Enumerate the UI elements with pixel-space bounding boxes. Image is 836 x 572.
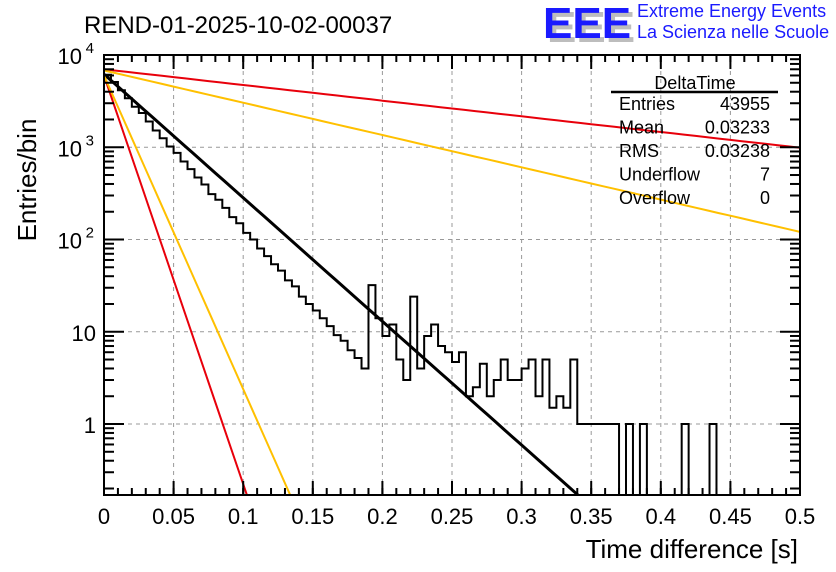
- y-axis-title: Entries/bin: [12, 119, 42, 242]
- fit-line-upper-slow: [104, 68, 800, 149]
- y-tick-label: 10: [58, 44, 82, 69]
- grid: [104, 55, 800, 495]
- y-tick-label: 10: [58, 229, 82, 254]
- logo-mark-shadow: EEE: [547, 3, 635, 52]
- stats-value: 0: [760, 188, 770, 208]
- stats-label: RMS: [619, 141, 659, 161]
- x-tick-label: 0.5: [785, 504, 816, 529]
- stats-value: 43955: [720, 94, 770, 114]
- stats-label: Entries: [619, 94, 675, 114]
- stats-value: 0.03238: [705, 141, 770, 161]
- stats-value: 7: [760, 165, 770, 185]
- logo-line1: Extreme Energy Events: [637, 1, 826, 21]
- y-tick-label: 10: [72, 321, 96, 346]
- x-tick-label: 0.15: [291, 504, 334, 529]
- y-tick-label: 1: [84, 413, 96, 438]
- x-tick-label: 0.05: [152, 504, 195, 529]
- fit-line-lower-fast: [104, 75, 292, 495]
- axis-ticks: [103, 54, 801, 495]
- stats-box: DeltaTime Entries 43955 Mean 0.03233 RMS 0.03…: [611, 73, 778, 208]
- eee-logo: EEE EEE Extreme Energy Events La Scienza…: [543, 0, 829, 52]
- x-tick-label: 0.1: [228, 504, 259, 529]
- histogram-outline: [104, 73, 718, 495]
- x-tick-label: 0.4: [646, 504, 677, 529]
- fit-lines: [104, 68, 800, 495]
- y-tick-exponent: 2: [86, 225, 94, 242]
- x-tick-label: 0.2: [367, 504, 398, 529]
- x-tick-label: 0.3: [506, 504, 537, 529]
- x-tick-label: 0.45: [709, 504, 752, 529]
- stats-label: Underflow: [619, 165, 701, 185]
- stats-value: 0.03233: [705, 118, 770, 138]
- chart-title: REND-01-2025-10-02-00037: [84, 12, 392, 39]
- x-tick-labels: 0 0.05 0.1 0.15 0.2 0.25 0.3 0.35 0.4 0.45 0.5: [98, 504, 815, 529]
- logo-line2: La Scienza nelle Scuole: [637, 22, 829, 42]
- y-tick-exponent: 4: [86, 40, 94, 57]
- x-tick-label: 0: [98, 504, 110, 529]
- y-tick-label: 10: [58, 136, 82, 161]
- y-tick-exponent: 3: [86, 132, 94, 149]
- stats-label: Mean: [619, 118, 664, 138]
- stats-label: Overflow: [619, 188, 691, 208]
- x-tick-label: 0.25: [431, 504, 474, 529]
- fit-line-upper-fast: [104, 75, 248, 495]
- fit-line-lower-slow: [104, 69, 800, 233]
- fit-line-fit: [104, 73, 581, 495]
- x-axis-title: Time difference [s]: [586, 534, 798, 564]
- stats-title: DeltaTime: [654, 73, 735, 93]
- x-tick-label: 0.35: [570, 504, 613, 529]
- logo-mark: EEE: [543, 0, 631, 48]
